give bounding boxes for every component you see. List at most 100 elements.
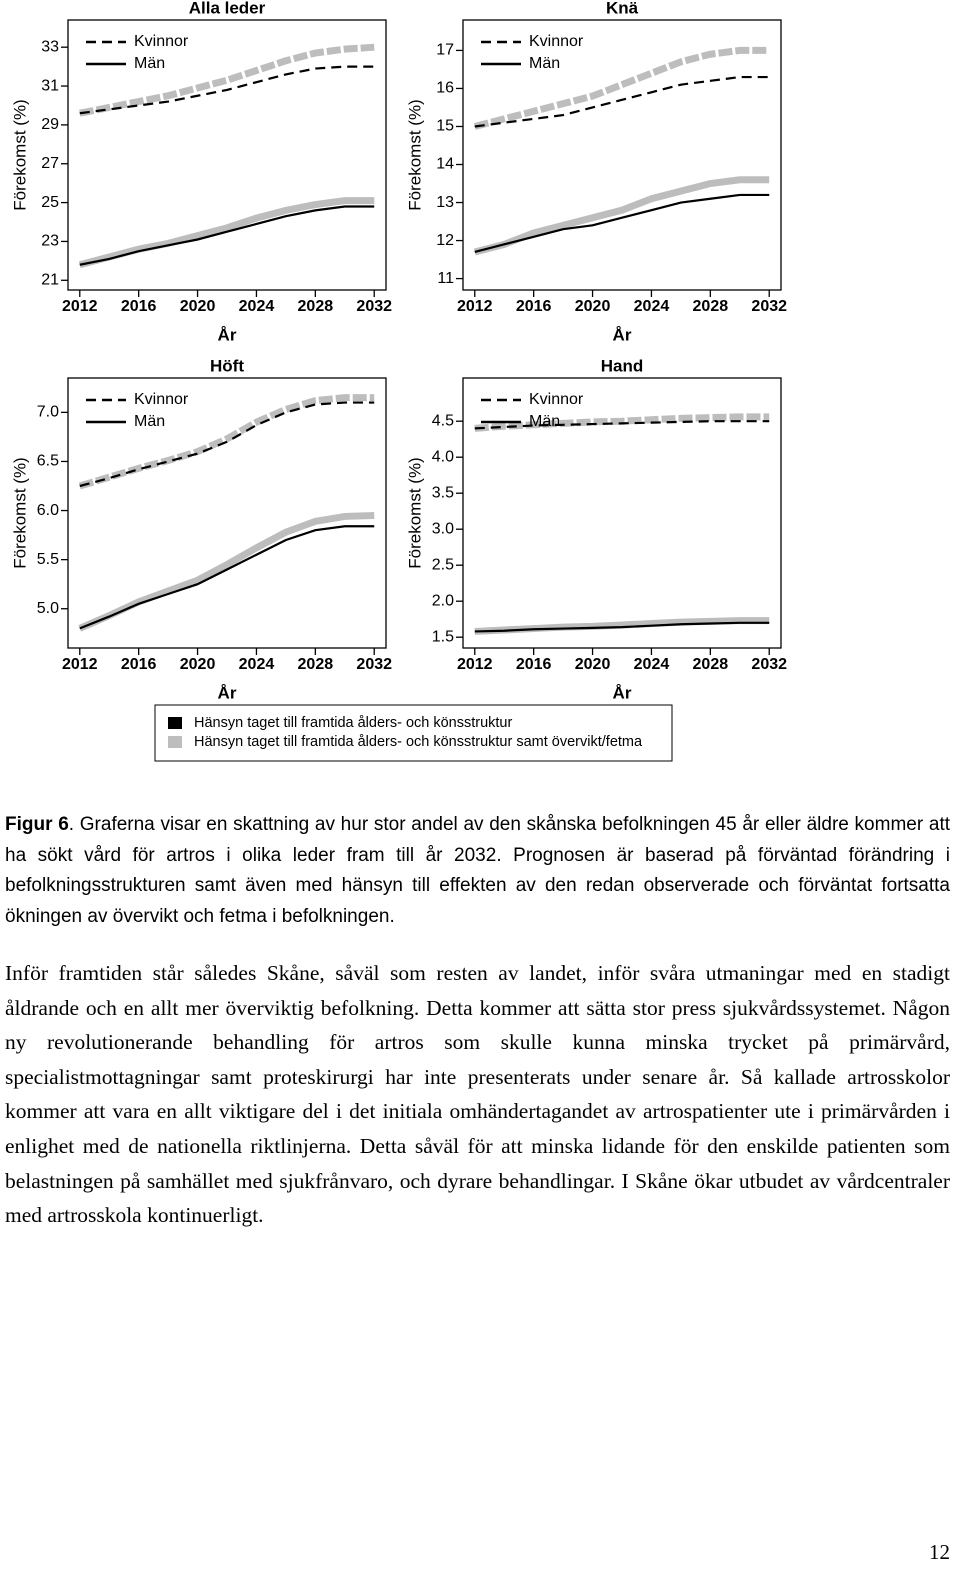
scenario-swatch [168, 736, 182, 748]
body-text: Inför framtiden står således Skåne, såvä… [5, 961, 950, 1228]
y-tick-label: 4.5 [432, 412, 454, 429]
y-tick-label: 3.0 [432, 520, 454, 537]
x-tick-label: 2032 [356, 298, 392, 315]
x-tick-label: 2012 [457, 298, 493, 315]
x-tick-label: 2020 [180, 656, 216, 673]
legend-label: Kvinnor [134, 391, 189, 408]
x-tick-label: 2028 [298, 656, 334, 673]
chart-title: Alla leder [189, 0, 266, 17]
series-line [79, 401, 375, 488]
y-tick-label: 13 [436, 194, 454, 211]
plot-frame [67, 19, 387, 291]
series-line [474, 420, 770, 430]
x-tick-label: 2012 [62, 298, 98, 315]
x-tick-label: 2032 [356, 656, 392, 673]
figure: Alla leder Förekomst (%) År 21 23 25 27 29 31 33 2… [10, 0, 787, 762]
scenario-legend-box [154, 704, 673, 762]
scenario-swatch [168, 717, 182, 729]
series-line [473, 176, 770, 256]
x-axis-label: År [613, 325, 632, 344]
y-tick-label: 4.0 [432, 448, 454, 465]
x-tick-label: 2012 [457, 656, 493, 673]
x-tick-label: 2032 [751, 656, 787, 673]
series-line [79, 525, 375, 630]
y-tick-label: 2.5 [432, 556, 454, 573]
y-tick-label: 23 [41, 233, 59, 250]
x-tick-label: 2016 [121, 656, 157, 673]
x-tick-label: 2020 [180, 298, 216, 315]
y-tick-label: 11 [437, 270, 454, 287]
x-tick-label: 2024 [239, 298, 275, 315]
y-axis-label: Förekomst (%) [10, 457, 29, 568]
y-tick-label: 12 [436, 232, 454, 249]
y-tick-label: 2.0 [432, 592, 454, 609]
series-line [474, 413, 770, 432]
caption: Figur 6. Graferna visar en skattning av … [5, 810, 950, 932]
y-axis-label: Förekomst (%) [405, 99, 424, 210]
y-tick-label: 27 [41, 155, 59, 172]
caption-text: . Graferna visar en skattning av hur sto… [5, 814, 951, 927]
series-line [79, 205, 375, 266]
y-tick-label: 17 [436, 42, 454, 59]
legend-label: Kvinnor [529, 391, 584, 408]
x-tick-label: 2028 [693, 656, 729, 673]
series-line [473, 46, 770, 130]
y-tick-label: 7.0 [37, 404, 59, 421]
x-tick-label: 2016 [516, 298, 552, 315]
x-axis-label: År [613, 683, 632, 702]
x-tick-label: 2016 [516, 656, 552, 673]
legend-label: Män [134, 413, 165, 430]
x-tick-label: 2028 [298, 298, 334, 315]
y-tick-label: 5.0 [37, 600, 59, 617]
y-tick-label: 6.0 [37, 502, 59, 519]
series-line [78, 197, 375, 269]
chart-title: Knä [606, 0, 639, 17]
y-tick-label: 14 [436, 156, 454, 173]
x-tick-label: 2012 [62, 656, 98, 673]
legend-label: Män [529, 55, 560, 72]
x-tick-label: 2016 [121, 298, 157, 315]
page-number: 12 [929, 1540, 950, 1564]
y-tick-label: 3.5 [432, 484, 454, 501]
series-line [79, 65, 375, 115]
series-line [474, 75, 770, 128]
y-axis-label: Förekomst (%) [10, 99, 29, 210]
y-tick-label: 33 [41, 38, 59, 55]
legend-label: Kvinnor [529, 33, 584, 50]
y-tick-label: 5.5 [37, 551, 59, 568]
y-tick-label: 29 [41, 116, 59, 133]
x-tick-label: 2024 [239, 656, 275, 673]
caption-label: Figur 6 [5, 814, 69, 835]
y-tick-label: 16 [436, 80, 454, 97]
scenario-label: Hänsyn taget till framtida ålders- och k… [194, 715, 512, 731]
x-tick-label: 2024 [634, 656, 670, 673]
x-tick-label: 2020 [575, 298, 611, 315]
legend-label: Kvinnor [134, 33, 189, 50]
legend-label: Män [529, 413, 560, 430]
y-tick-label: 15 [436, 118, 454, 135]
series-line [78, 511, 375, 632]
series-line [79, 43, 375, 117]
y-axis-label: Förekomst (%) [405, 457, 424, 568]
chart-title: Hand [601, 356, 644, 375]
y-tick-label: 21 [41, 272, 59, 289]
plot-frame [462, 19, 782, 291]
x-tick-label: 2024 [634, 298, 670, 315]
legend-label: Män [134, 55, 165, 72]
y-tick-label: 1.5 [432, 628, 454, 645]
x-axis-label: År [218, 325, 237, 344]
y-tick-label: 6.5 [37, 453, 59, 470]
x-tick-label: 2028 [693, 298, 729, 315]
x-tick-label: 2032 [751, 298, 787, 315]
scenario-label: Hänsyn taget till framtida ålders- och k… [194, 734, 643, 750]
x-tick-label: 2020 [575, 656, 611, 673]
chart-title: Höft [210, 356, 244, 375]
y-tick-label: 31 [41, 77, 59, 94]
plot-frame [67, 377, 387, 649]
y-tick-label: 25 [41, 194, 59, 211]
series-line [474, 193, 770, 254]
plot-frame [462, 377, 782, 649]
series-line [474, 621, 770, 633]
x-axis-label: År [218, 683, 237, 702]
